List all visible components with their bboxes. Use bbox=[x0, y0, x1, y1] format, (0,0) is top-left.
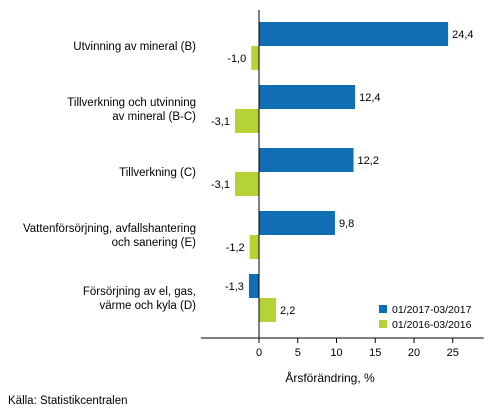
bar-series-2017 bbox=[259, 85, 356, 109]
x-axis: 0 5 10 15 20 25 bbox=[200, 10, 484, 359]
value-label: -1,0 bbox=[227, 53, 246, 65]
bar-series-2016 bbox=[259, 298, 277, 322]
value-label: 12,2 bbox=[358, 155, 379, 167]
x-tick-label: 0 bbox=[256, 347, 262, 359]
bar-series-2016 bbox=[234, 172, 259, 196]
bar-series-2017 bbox=[259, 22, 449, 46]
legend: 01/2017-03/2017 01/2016-03/2016 bbox=[379, 304, 472, 331]
legend-label: 01/2016-03/2016 bbox=[392, 319, 472, 331]
value-labels-group: 24,4 -1,0 12,4 -3,1 12,2 -3,1 9,8 -1,2 -1,3 2,2 bbox=[211, 29, 474, 317]
x-axis-title: Årsförändring, % bbox=[285, 370, 375, 385]
x-tick-label: 10 bbox=[330, 347, 342, 359]
category-labels-group: Utvinning av mineral (B) Tillverkning och… bbox=[23, 41, 196, 312]
value-label: 24,4 bbox=[452, 29, 473, 41]
value-label: 2,2 bbox=[280, 305, 295, 317]
value-label: -3,1 bbox=[211, 116, 230, 128]
category-label: Försörjning av el, gas, värme och kyla (D… bbox=[83, 286, 196, 312]
category-label: Tillverkning och utvinning av mineral (B-… bbox=[67, 97, 196, 123]
value-label: -3,1 bbox=[211, 179, 230, 191]
bar-series-2017 bbox=[248, 274, 259, 298]
value-label: -1,2 bbox=[226, 242, 245, 254]
category-label: Tillverkning (C) bbox=[119, 167, 196, 179]
bars-group bbox=[234, 22, 449, 322]
value-label: 12,4 bbox=[359, 92, 380, 104]
legend-label: 01/2017-03/2017 bbox=[392, 304, 472, 316]
bar-series-2016 bbox=[249, 235, 259, 259]
legend-swatch bbox=[379, 320, 387, 328]
bar-series-2016 bbox=[251, 46, 259, 70]
bar-series-2017 bbox=[259, 211, 335, 235]
value-label: 9,8 bbox=[339, 218, 354, 230]
category-label: Vattenförsörjning, avfallshantering och s… bbox=[23, 223, 196, 249]
x-tick-label: 25 bbox=[447, 347, 459, 359]
source-note: Källa: Statistikcentralen bbox=[8, 395, 128, 407]
x-tick-label: 5 bbox=[295, 347, 301, 359]
category-label: Utvinning av mineral (B) bbox=[73, 41, 196, 53]
bar-series-2017 bbox=[259, 148, 354, 172]
x-tick-label: 20 bbox=[408, 347, 420, 359]
value-label: -1,3 bbox=[225, 281, 244, 293]
bar-series-2016 bbox=[234, 109, 259, 133]
legend-swatch bbox=[379, 305, 387, 313]
x-tick-label: 15 bbox=[369, 347, 381, 359]
